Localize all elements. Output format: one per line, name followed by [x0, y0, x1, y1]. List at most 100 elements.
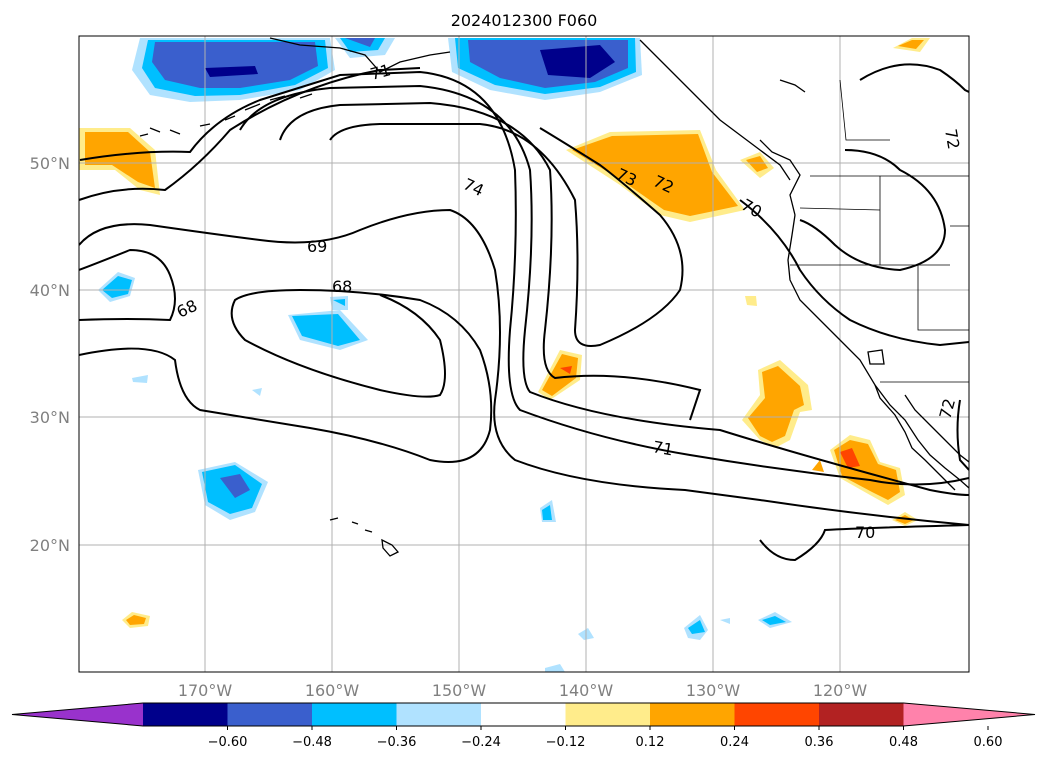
- contour-label: 72: [936, 396, 960, 421]
- contour-line: [859, 63, 969, 93]
- contour-line: [239, 84, 969, 496]
- negative-anomaly-region: [720, 618, 730, 624]
- colorbar-tick-label: 0.12: [636, 735, 665, 750]
- contour-line: [759, 524, 969, 562]
- negative-anomaly-region: [333, 299, 345, 306]
- colorbar: −0.60 −0.48 −0.36 −0.24 −0.12 0.12 0.24 0.36 0.4…: [11, 702, 1036, 750]
- longitude-labels: 170°W 160°W 150°W 140°W 130°W 120°W: [178, 681, 868, 700]
- colorbar-segment: [143, 703, 228, 726]
- negative-anomaly-region: [220, 474, 250, 498]
- lon-label: 130°W: [686, 681, 741, 700]
- state-border-nv: [917, 265, 969, 331]
- colorbar-tick-label: 0.36: [805, 735, 834, 750]
- contour-label: 71: [651, 437, 674, 459]
- colorbar-segment: [227, 703, 313, 726]
- lat-label: 20°N: [30, 536, 70, 555]
- map-frame: [78, 35, 970, 673]
- negative-anomaly-region: [540, 45, 615, 78]
- lat-label: 30°N: [30, 408, 70, 427]
- map-title: 2024012300 F060: [451, 11, 598, 30]
- gulf-of-california-coast: [904, 394, 969, 463]
- colorbar-extend-low: [12, 703, 143, 726]
- positive-anomaly-region: [85, 132, 155, 188]
- colorbar-tick-label: 0.60: [974, 735, 1003, 750]
- coastlines: [139, 37, 969, 557]
- contour-line: [329, 123, 684, 347]
- colorbar-segment: [819, 703, 904, 726]
- colorbar-extend-high: [903, 703, 1035, 726]
- contour-label: 72: [941, 127, 963, 150]
- positive-anomaly-region: [126, 615, 146, 625]
- latitude-labels: 50°N 40°N 30°N 20°N: [30, 154, 70, 555]
- us-west-coast: [787, 214, 969, 489]
- colorbar-tick-label: −0.36: [377, 735, 417, 750]
- lat-label: 40°N: [30, 281, 70, 300]
- contour-label: 69: [307, 237, 327, 256]
- negative-anomaly-region: [762, 616, 786, 625]
- colorbar-segment: [481, 703, 566, 726]
- contour-labels: 71 74 73 72 70 69 68 68 71 70 72 72: [174, 60, 964, 542]
- lat-label: 50°N: [30, 154, 70, 173]
- colorbar-tick-label: −0.12: [546, 735, 586, 750]
- contour-line: [739, 199, 969, 347]
- hawaii-islands: [329, 517, 400, 557]
- negative-anomaly-region: [292, 314, 360, 346]
- aleutian-islands: [139, 93, 313, 137]
- negative-anomaly-region: [542, 505, 552, 520]
- baja-peninsula: [874, 384, 956, 491]
- contour-line: [79, 288, 493, 463]
- contour-line: [79, 208, 969, 526]
- canada-province-border: [839, 79, 890, 141]
- contour-line: [79, 70, 969, 486]
- positive-anomaly-region: [748, 366, 804, 442]
- positive-anomaly-region: [572, 134, 738, 216]
- contour-line: [79, 248, 176, 322]
- contour-line: [279, 101, 702, 421]
- positive-anomaly-region: [898, 40, 924, 49]
- contour-line: [799, 149, 947, 272]
- lon-label: 140°W: [559, 681, 614, 700]
- graticule: [79, 36, 969, 672]
- colorbar-tick-label: −0.60: [208, 735, 248, 750]
- negative-anomaly-region: [688, 620, 705, 634]
- colorbar-tick-label: −0.48: [292, 735, 332, 750]
- negative-anomaly-region: [152, 42, 318, 88]
- anomaly-shading: [79, 38, 930, 672]
- contour-line: [79, 67, 421, 201]
- colorbar-outline: [11, 702, 1036, 727]
- alaska-panhandle-coast: [639, 39, 791, 181]
- contour-label: 71: [368, 60, 393, 84]
- colorbar-segment: [565, 703, 651, 726]
- positive-anomaly-region: [560, 366, 572, 374]
- negative-anomaly-region: [545, 664, 565, 672]
- channel-island: [867, 349, 885, 365]
- positive-anomaly-region: [812, 460, 824, 472]
- canada-coast: [759, 139, 801, 216]
- colorbar-segment: [734, 703, 820, 726]
- colorbar-segment: [396, 703, 482, 726]
- negative-anomaly-region: [102, 276, 132, 298]
- contour-line: [956, 399, 969, 471]
- colorbar-tick-label: −0.24: [461, 735, 501, 750]
- contour-label: 68: [332, 277, 352, 296]
- positive-anomaly-region: [746, 156, 768, 172]
- colorbar-segment: [650, 703, 735, 726]
- positive-anomaly-region: [745, 296, 757, 306]
- lon-label: 170°W: [178, 681, 233, 700]
- colorbar-segment: [312, 703, 397, 726]
- political-boundaries: [790, 79, 969, 383]
- negative-anomaly-region: [252, 388, 262, 396]
- colorbar-tick-label: 0.48: [889, 735, 918, 750]
- lon-label: 160°W: [305, 681, 360, 700]
- colorbar-tick-label: 0.24: [720, 735, 749, 750]
- lon-label: 120°W: [813, 681, 868, 700]
- positive-anomaly-region: [840, 448, 860, 468]
- negative-anomaly-region: [205, 66, 258, 77]
- map-content: 71 74 73 72 70 69 68 68 71 70 72 72: [79, 36, 969, 672]
- haida-gwaii-island: [779, 79, 806, 93]
- alaska-coast: [269, 37, 451, 73]
- positive-anomaly-region: [542, 354, 578, 396]
- state-border-wa-or: [799, 207, 881, 211]
- negative-anomaly-region: [345, 38, 375, 47]
